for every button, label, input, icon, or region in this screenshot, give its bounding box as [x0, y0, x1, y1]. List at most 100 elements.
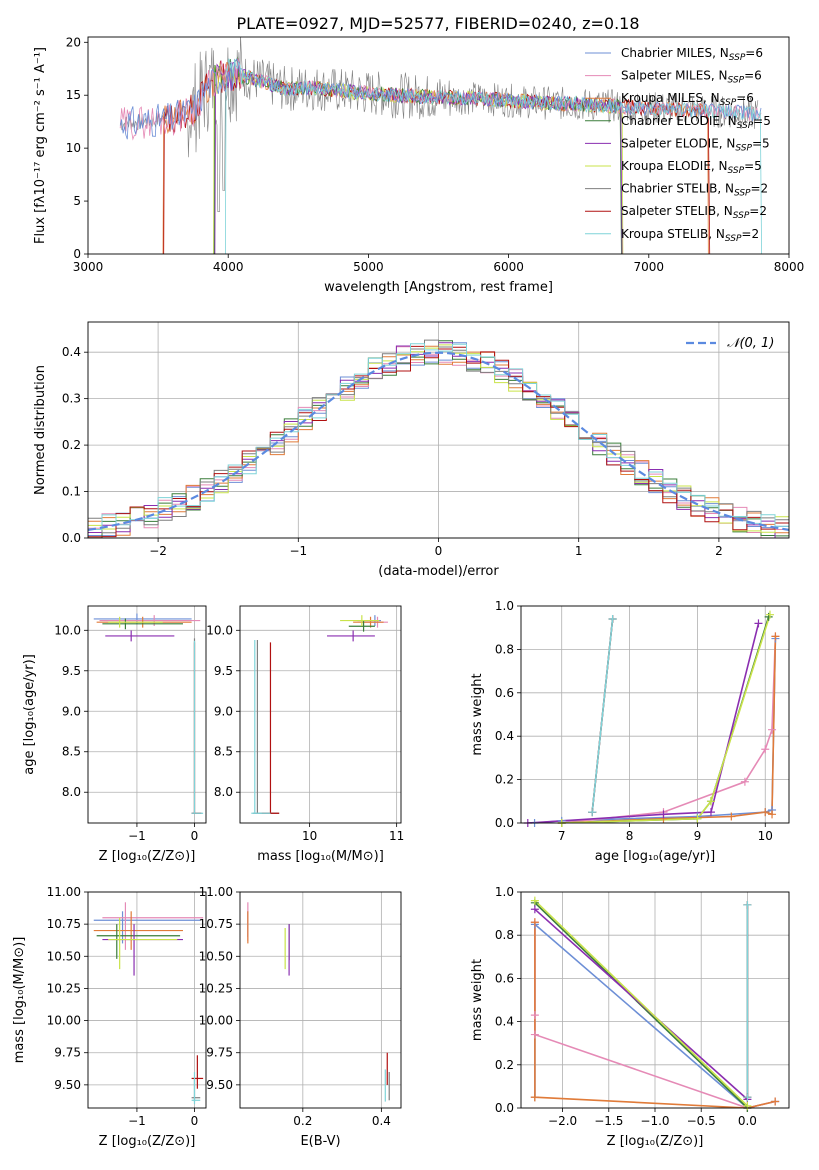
axes-frame: [520, 891, 790, 1109]
y-tick-label: 10.0: [206, 623, 233, 637]
legend-subscript: SSP: [737, 121, 754, 131]
x-tick-label: −0.5: [687, 1114, 716, 1128]
marker-chabrier_elodie: [764, 612, 773, 621]
legend-suffix: =6: [736, 91, 754, 105]
x-tick-label: 0.4: [372, 1114, 391, 1128]
legend: 𝒩(0, 1): [686, 336, 774, 351]
y-tick-label: 0.8: [495, 928, 514, 942]
x-axis-label: Z [log₁₀(Z/Z⊙)]: [607, 1134, 704, 1149]
y-tick-label: 10.00: [199, 1014, 233, 1028]
axes-frame: [87, 36, 790, 255]
y-tick-label: 10: [66, 141, 81, 155]
y-tick-label: 9.5: [62, 664, 81, 678]
y-tick-label: 10.0: [54, 623, 81, 637]
y-tick-label: 9.75: [206, 1046, 233, 1060]
y-axis-label: mass weight: [470, 673, 485, 755]
marker-kroupa_miles: [768, 810, 777, 819]
x-tick-label: 10: [758, 829, 773, 843]
legend-name: Chabrier STELIB, N: [621, 182, 734, 196]
line-kroupa_elodie: [534, 900, 748, 1107]
marker-kroupa_stelib: [608, 615, 617, 624]
marker-kroupa_elodie: [693, 814, 702, 823]
y-tick-label: 1.0: [495, 599, 514, 613]
y-tick-label: 8.5: [214, 745, 233, 759]
panel-mass_vs_Z: −1 0 9.50 9.75 10.00 10.25 10.50 10.75 11.00 Z [l…: [12, 885, 207, 1149]
marker-salpeter_elodie: [754, 619, 763, 628]
y-tick-label: 9.0: [62, 704, 81, 718]
grid: [88, 891, 206, 1108]
panel-age_vs_Z: −1 0 8.0 8.5 9.0 9.5 10.0 Z [log₁₀(Z/Z⊙)] age [l…: [22, 605, 207, 864]
y-tick-label: 9.5: [214, 664, 233, 678]
y-tick-label: 11.00: [199, 885, 233, 899]
y-tick-label: 0.1: [62, 485, 81, 499]
y-tick-label: 0.0: [62, 531, 81, 545]
legend-name: Salpeter MILES, N: [621, 69, 728, 83]
y-tick-label: 0.4: [495, 729, 514, 743]
y-axis-label: Flux [fλ10⁻¹⁷ erg cm⁻² s⁻¹ A⁻¹]: [33, 47, 48, 244]
y-axis-label: age [log₁₀(age/yr)]: [22, 654, 37, 775]
y-tick-label: 9.75: [54, 1046, 81, 1060]
y-tick-label: 10.25: [47, 981, 81, 995]
x-tick-label: 7: [558, 829, 566, 843]
series-kroupa_stelib: [225, 58, 763, 254]
panel-mass_weight_vs_age: 7 8 9 10 0.0 0.2 0.4 0.6 0.8 1.0 age [log₁₀(age/yr…: [470, 599, 790, 864]
legend-label: Kroupa MILES, NSSP=6: [621, 91, 754, 108]
axes-frame: [87, 891, 207, 1109]
normal-curve: [88, 351, 789, 531]
grid: [88, 606, 206, 823]
plot-area: [119, 37, 763, 254]
panel-residuals: −2 −1 0 1 2 0.0 0.1 0.2 0.3 0.4 (data-model)/error…: [33, 321, 790, 579]
y-axis-label: mass weight: [470, 959, 485, 1041]
legend-label: 𝒩(0, 1): [727, 336, 774, 351]
legend-suffix: =2: [751, 182, 769, 196]
marker-kroupa_miles: [530, 1093, 539, 1102]
x-axis-label: age [log₁₀(age/yr)]: [595, 849, 716, 864]
x-tick-label: 5000: [353, 260, 384, 274]
x-tick-label: 10: [302, 829, 317, 843]
x-tick-label: 6000: [493, 260, 524, 274]
y-tick-label: 10.75: [47, 917, 81, 931]
marker-salpeter_elodie: [659, 810, 668, 819]
x-tick-label: −2: [149, 544, 167, 558]
x-tick-label: 3000: [73, 260, 104, 274]
x-tick-label: 8: [626, 829, 634, 843]
line-salpeter_elodie: [527, 623, 760, 823]
marker-kroupa_elodie: [766, 610, 775, 619]
y-tick-label: 15: [66, 88, 81, 102]
marker-kroupa_stelib: [743, 900, 752, 909]
y-tick-label: 8.0: [214, 785, 233, 799]
series-chabrier_miles: [119, 58, 762, 140]
grid: [240, 891, 401, 1108]
y-tick-label: 9.0: [214, 704, 233, 718]
y-tick-label: 10.50: [199, 949, 233, 963]
legend-name: Kroupa ELODIE, N: [621, 159, 728, 173]
y-tick-label: 0: [73, 247, 81, 261]
marker-kroupa_elodie: [706, 797, 715, 806]
panel-age_vs_mass: 10 11 8.0 8.5 9.0 9.5 10.0 mass [log₁₀(M/M⊙)]: [206, 605, 404, 864]
x-axis-label: Z [log₁₀(Z/Z⊙)]: [99, 1134, 196, 1149]
x-axis-label: E(B-V): [300, 1134, 340, 1149]
figure-title: PLATE=0927, MJD=52577, FIBERID=0240, z=0…: [236, 14, 639, 33]
legend-label: Salpeter MILES, NSSP=6: [621, 69, 762, 86]
plot-area: [93, 902, 204, 1105]
plot-area: [247, 902, 390, 1102]
y-tick-label: 20: [66, 35, 81, 49]
legend-suffix: =5: [744, 159, 762, 173]
line-kroupa_elodie: [561, 614, 771, 823]
legend-name: Kroupa STELIB, N: [621, 227, 725, 241]
series-salpeter_miles: [119, 58, 762, 141]
legend-subscript: SSP: [734, 189, 751, 199]
legend-suffix: =5: [753, 114, 771, 128]
grid: [240, 606, 401, 823]
y-tick-label: 10.25: [199, 981, 233, 995]
x-tick-label: −2.0: [548, 1114, 577, 1128]
y-tick-label: 0.3: [62, 392, 81, 406]
y-tick-label: 1.0: [495, 885, 514, 899]
legend-name: Kroupa MILES, N: [621, 91, 720, 105]
marker-kroupa_miles: [771, 1097, 780, 1106]
y-tick-label: 0.8: [495, 642, 514, 656]
y-tick-label: 10.50: [47, 949, 81, 963]
marker-salpeter_elodie: [530, 905, 539, 914]
legend-suffix: =2: [741, 227, 759, 241]
axes-frame: [239, 891, 402, 1109]
